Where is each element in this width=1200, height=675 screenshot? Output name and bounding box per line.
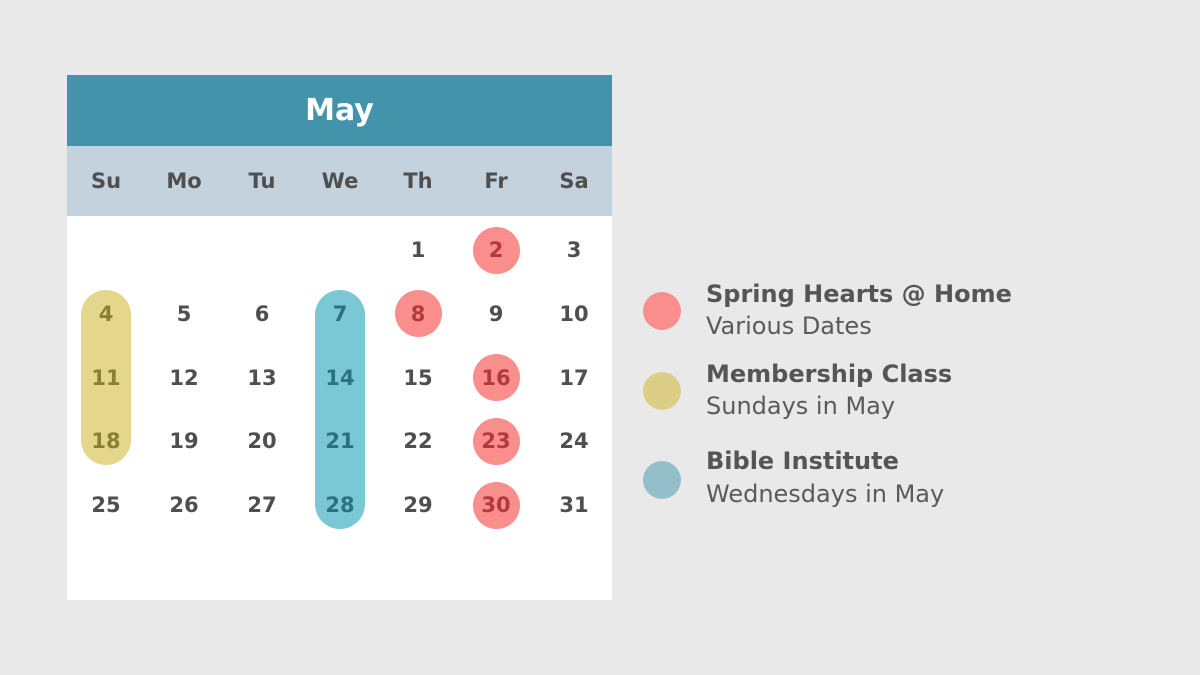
day-1[interactable]: 1 [410, 238, 426, 262]
day-11[interactable]: 11 [91, 365, 121, 390]
day-3[interactable]: 3 [566, 238, 582, 262]
day-26[interactable]: 26 [169, 493, 199, 518]
day-7[interactable]: 7 [332, 301, 348, 326]
day-21[interactable]: 21 [325, 429, 355, 454]
day-6[interactable]: 6 [254, 301, 270, 326]
event-highlight-circle [472, 354, 520, 402]
legend-color-dot [643, 372, 681, 410]
day-31[interactable]: 31 [559, 493, 589, 518]
event-highlight-circle [472, 226, 520, 274]
event-highlight-pill [81, 289, 131, 466]
weekday-mo: Mo [166, 169, 202, 193]
legend-color-dot [643, 461, 681, 499]
weekday-sa: Sa [559, 169, 589, 193]
weekday-tu: Tu [248, 169, 276, 193]
day-25[interactable]: 25 [91, 493, 121, 518]
day-24[interactable]: 24 [559, 429, 589, 454]
legend-title: Spring Hearts @ Home [706, 280, 1012, 308]
day-12[interactable]: 12 [169, 365, 199, 390]
event-highlight-circle [472, 417, 520, 465]
weekday-fr: Fr [484, 169, 508, 193]
day-13[interactable]: 13 [247, 365, 277, 390]
calendar: May Su Mo Tu We Th Fr Sa 1 2 3 4 5 6 7 8 9 10 11 12 13 14 15… [67, 75, 612, 600]
legend-subtitle: Wednesdays in May [706, 480, 945, 508]
day-5[interactable]: 5 [176, 301, 192, 326]
day-2[interactable]: 2 [488, 238, 504, 262]
event-highlight-pill [315, 289, 365, 530]
day-15[interactable]: 15 [403, 365, 433, 390]
day-23[interactable]: 23 [481, 429, 511, 454]
legend-title: Bible Institute [706, 447, 899, 475]
day-22[interactable]: 22 [403, 429, 433, 454]
weekday-we: We [321, 169, 359, 193]
event-highlight-circle [472, 481, 520, 529]
day-4[interactable]: 4 [98, 301, 114, 326]
day-17[interactable]: 17 [559, 365, 589, 390]
event-highlight-circle [394, 290, 442, 338]
day-27[interactable]: 27 [247, 493, 277, 518]
day-29[interactable]: 29 [403, 493, 433, 518]
day-10[interactable]: 10 [559, 301, 589, 326]
day-19[interactable]: 19 [169, 429, 199, 454]
weekday-su: Su [90, 169, 122, 193]
month-title: May [67, 75, 612, 146]
legend-subtitle: Sundays in May [706, 392, 896, 420]
day-16[interactable]: 16 [481, 365, 511, 390]
day-30[interactable]: 30 [481, 493, 511, 518]
legend-title: Membership Class [706, 360, 953, 388]
day-14[interactable]: 14 [325, 365, 355, 390]
legend-color-dot [643, 292, 681, 330]
legend-subtitle: Various Dates [706, 312, 872, 340]
day-20[interactable]: 20 [247, 429, 277, 454]
day-18[interactable]: 18 [91, 429, 121, 454]
day-8[interactable]: 8 [410, 301, 426, 326]
weekday-th: Th [403, 169, 433, 193]
weekday-header: Su Mo Tu We Th Fr Sa [67, 146, 612, 216]
day-28[interactable]: 28 [325, 493, 355, 518]
day-9[interactable]: 9 [488, 301, 504, 326]
